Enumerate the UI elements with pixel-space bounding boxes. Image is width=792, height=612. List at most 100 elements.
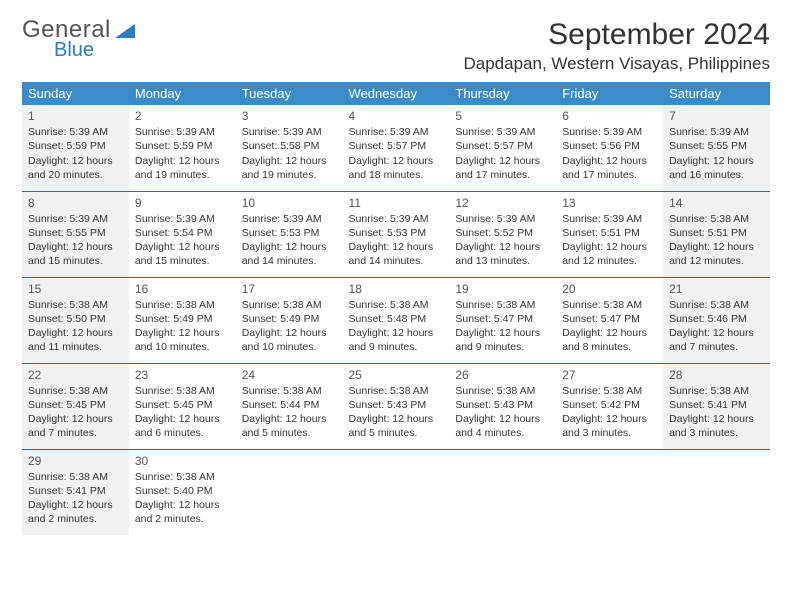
sunrise-text: Sunrise: 5:38 AM [562, 298, 657, 312]
day-number: 27 [562, 367, 657, 383]
daylight-text: Daylight: 12 hours and 5 minutes. [242, 412, 337, 440]
calendar-day-cell: 11Sunrise: 5:39 AMSunset: 5:53 PMDayligh… [343, 191, 450, 277]
sunset-text: Sunset: 5:57 PM [349, 139, 444, 153]
weekday-header: Friday [556, 82, 663, 105]
calendar-day-cell: 27Sunrise: 5:38 AMSunset: 5:42 PMDayligh… [556, 363, 663, 449]
day-number: 22 [28, 367, 123, 383]
daylight-text: Daylight: 12 hours and 19 minutes. [135, 154, 230, 182]
calendar-day-cell: 18Sunrise: 5:38 AMSunset: 5:48 PMDayligh… [343, 277, 450, 363]
title-block: September 2024 Dapdapan, Western Visayas… [464, 18, 771, 74]
day-number: 1 [28, 108, 123, 124]
sunrise-text: Sunrise: 5:38 AM [562, 384, 657, 398]
calendar-day-cell: 21Sunrise: 5:38 AMSunset: 5:46 PMDayligh… [663, 277, 770, 363]
calendar-day-cell [236, 449, 343, 535]
sunset-text: Sunset: 5:57 PM [455, 139, 550, 153]
sunset-text: Sunset: 5:43 PM [455, 398, 550, 412]
daylight-text: Daylight: 12 hours and 5 minutes. [349, 412, 444, 440]
day-number: 9 [135, 195, 230, 211]
calendar-day-cell: 1Sunrise: 5:39 AMSunset: 5:59 PMDaylight… [22, 105, 129, 191]
calendar-day-cell: 16Sunrise: 5:38 AMSunset: 5:49 PMDayligh… [129, 277, 236, 363]
sunrise-text: Sunrise: 5:39 AM [562, 212, 657, 226]
calendar-day-cell: 30Sunrise: 5:38 AMSunset: 5:40 PMDayligh… [129, 449, 236, 535]
daylight-text: Daylight: 12 hours and 13 minutes. [455, 240, 550, 268]
calendar-day-cell: 22Sunrise: 5:38 AMSunset: 5:45 PMDayligh… [22, 363, 129, 449]
month-title: September 2024 [464, 18, 771, 52]
sunset-text: Sunset: 5:54 PM [135, 226, 230, 240]
sunrise-text: Sunrise: 5:38 AM [669, 384, 764, 398]
day-number: 24 [242, 367, 337, 383]
day-number: 20 [562, 281, 657, 297]
sunset-text: Sunset: 5:59 PM [135, 139, 230, 153]
logo-triangle-icon [115, 22, 139, 47]
daylight-text: Daylight: 12 hours and 14 minutes. [349, 240, 444, 268]
day-number: 2 [135, 108, 230, 124]
daylight-text: Daylight: 12 hours and 14 minutes. [242, 240, 337, 268]
day-number: 26 [455, 367, 550, 383]
sunrise-text: Sunrise: 5:38 AM [28, 298, 123, 312]
sunrise-text: Sunrise: 5:38 AM [28, 470, 123, 484]
sunrise-text: Sunrise: 5:38 AM [242, 298, 337, 312]
weekday-header: Thursday [449, 82, 556, 105]
daylight-text: Daylight: 12 hours and 10 minutes. [135, 326, 230, 354]
daylight-text: Daylight: 12 hours and 3 minutes. [669, 412, 764, 440]
sunset-text: Sunset: 5:53 PM [242, 226, 337, 240]
header: General Blue September 2024 Dapdapan, We… [22, 18, 770, 74]
sunrise-text: Sunrise: 5:39 AM [349, 212, 444, 226]
calendar-day-cell: 19Sunrise: 5:38 AMSunset: 5:47 PMDayligh… [449, 277, 556, 363]
calendar-week-row: 29Sunrise: 5:38 AMSunset: 5:41 PMDayligh… [22, 449, 770, 535]
sunset-text: Sunset: 5:47 PM [562, 312, 657, 326]
calendar-day-cell [449, 449, 556, 535]
daylight-text: Daylight: 12 hours and 7 minutes. [28, 412, 123, 440]
weekday-header: Saturday [663, 82, 770, 105]
daylight-text: Daylight: 12 hours and 12 minutes. [669, 240, 764, 268]
daylight-text: Daylight: 12 hours and 3 minutes. [562, 412, 657, 440]
sunrise-text: Sunrise: 5:38 AM [135, 384, 230, 398]
sunrise-text: Sunrise: 5:38 AM [242, 384, 337, 398]
sunrise-text: Sunrise: 5:39 AM [455, 212, 550, 226]
calendar-day-cell: 4Sunrise: 5:39 AMSunset: 5:57 PMDaylight… [343, 105, 450, 191]
day-number: 13 [562, 195, 657, 211]
day-number: 4 [349, 108, 444, 124]
calendar-day-cell: 10Sunrise: 5:39 AMSunset: 5:53 PMDayligh… [236, 191, 343, 277]
daylight-text: Daylight: 12 hours and 18 minutes. [349, 154, 444, 182]
sunset-text: Sunset: 5:41 PM [669, 398, 764, 412]
day-number: 18 [349, 281, 444, 297]
sunrise-text: Sunrise: 5:39 AM [242, 125, 337, 139]
sunset-text: Sunset: 5:43 PM [349, 398, 444, 412]
daylight-text: Daylight: 12 hours and 2 minutes. [28, 498, 123, 526]
sunrise-text: Sunrise: 5:39 AM [28, 212, 123, 226]
day-number: 11 [349, 195, 444, 211]
sunset-text: Sunset: 5:45 PM [135, 398, 230, 412]
calendar-day-cell: 24Sunrise: 5:38 AMSunset: 5:44 PMDayligh… [236, 363, 343, 449]
daylight-text: Daylight: 12 hours and 19 minutes. [242, 154, 337, 182]
calendar-week-row: 1Sunrise: 5:39 AMSunset: 5:59 PMDaylight… [22, 105, 770, 191]
sunset-text: Sunset: 5:44 PM [242, 398, 337, 412]
calendar-day-cell: 15Sunrise: 5:38 AMSunset: 5:50 PMDayligh… [22, 277, 129, 363]
day-number: 23 [135, 367, 230, 383]
day-number: 28 [669, 367, 764, 383]
sunset-text: Sunset: 5:51 PM [562, 226, 657, 240]
sunrise-text: Sunrise: 5:38 AM [455, 298, 550, 312]
sunset-text: Sunset: 5:59 PM [28, 139, 123, 153]
sunrise-text: Sunrise: 5:38 AM [349, 298, 444, 312]
day-number: 14 [669, 195, 764, 211]
sunset-text: Sunset: 5:52 PM [455, 226, 550, 240]
day-number: 21 [669, 281, 764, 297]
day-number: 10 [242, 195, 337, 211]
sunset-text: Sunset: 5:46 PM [669, 312, 764, 326]
calendar-day-cell: 3Sunrise: 5:39 AMSunset: 5:58 PMDaylight… [236, 105, 343, 191]
day-number: 3 [242, 108, 337, 124]
sunrise-text: Sunrise: 5:38 AM [135, 470, 230, 484]
day-number: 7 [669, 108, 764, 124]
sunrise-text: Sunrise: 5:39 AM [135, 212, 230, 226]
daylight-text: Daylight: 12 hours and 9 minutes. [349, 326, 444, 354]
calendar-day-cell: 20Sunrise: 5:38 AMSunset: 5:47 PMDayligh… [556, 277, 663, 363]
calendar-day-cell: 28Sunrise: 5:38 AMSunset: 5:41 PMDayligh… [663, 363, 770, 449]
sunrise-text: Sunrise: 5:39 AM [669, 125, 764, 139]
daylight-text: Daylight: 12 hours and 17 minutes. [562, 154, 657, 182]
location-subtitle: Dapdapan, Western Visayas, Philippines [464, 54, 771, 74]
sunrise-text: Sunrise: 5:38 AM [669, 298, 764, 312]
day-number: 17 [242, 281, 337, 297]
calendar-day-cell [556, 449, 663, 535]
sunset-text: Sunset: 5:53 PM [349, 226, 444, 240]
